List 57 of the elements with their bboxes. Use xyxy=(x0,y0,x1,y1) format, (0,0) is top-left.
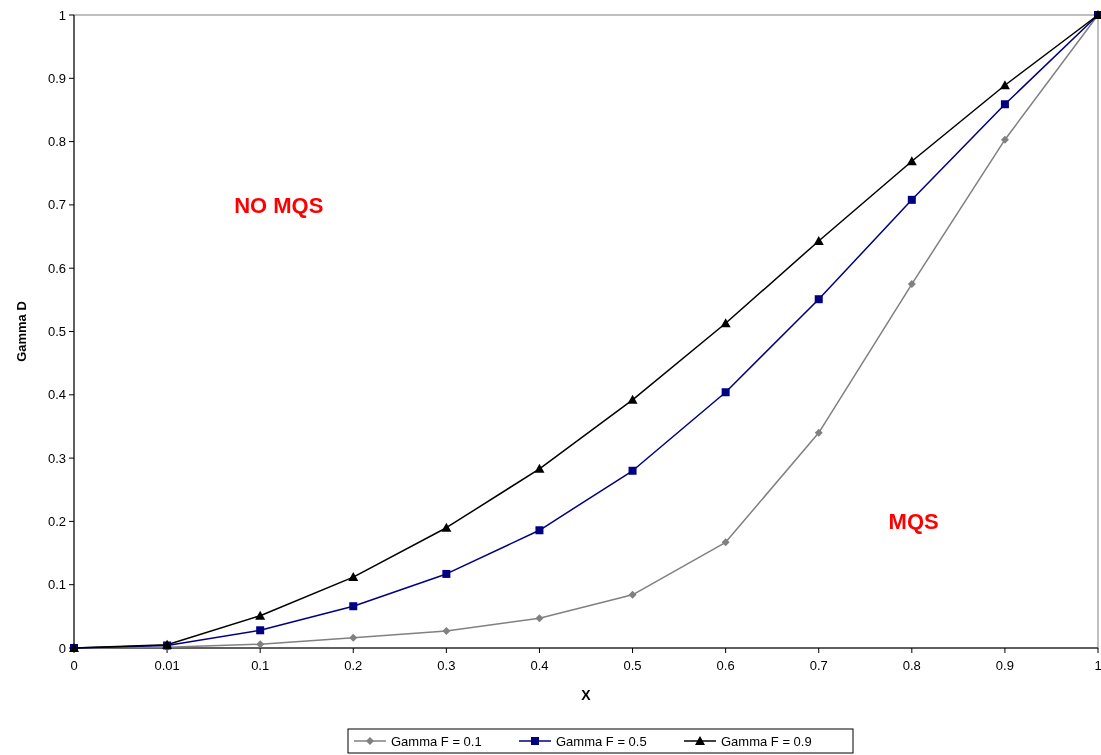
y-tick-label: 0.5 xyxy=(47,324,66,340)
x-tick-label: 1 xyxy=(1094,658,1101,673)
point xyxy=(721,538,730,547)
annotation: NO MQS xyxy=(234,192,324,218)
x-tick-label: 0.01 xyxy=(154,658,180,673)
point xyxy=(256,640,265,649)
y-axis-title: Gamma D xyxy=(14,301,29,362)
annotation: MQS xyxy=(888,509,939,535)
point xyxy=(814,428,823,437)
point xyxy=(255,610,266,620)
x-tick-label: 0.6 xyxy=(716,658,735,673)
x-tick-label: 0.8 xyxy=(902,658,921,673)
legend-label: Gamma F = 0.5 xyxy=(556,733,647,749)
point xyxy=(534,463,545,473)
point xyxy=(907,280,916,289)
y-tick-label: 0.4 xyxy=(47,387,66,403)
x-tick-label: 0.4 xyxy=(530,658,549,673)
point xyxy=(906,156,917,166)
legend-label: Gamma F = 0.9 xyxy=(721,733,812,749)
point xyxy=(628,590,637,599)
point xyxy=(813,235,824,245)
point xyxy=(720,318,731,328)
x-tick-label: 0.3 xyxy=(437,658,456,673)
point xyxy=(999,80,1010,90)
x-tick-label: 0.1 xyxy=(251,658,270,673)
x-tick-label: 0.9 xyxy=(995,658,1014,673)
x-tick-label: 0.7 xyxy=(809,658,828,673)
point xyxy=(628,466,637,475)
point xyxy=(1000,135,1009,144)
point xyxy=(256,626,265,635)
y-tick-label: 0.9 xyxy=(47,70,66,86)
point xyxy=(535,526,544,535)
x-tick-label: 0 xyxy=(70,658,78,673)
y-tick-label: 0.3 xyxy=(47,450,66,466)
point xyxy=(441,522,452,532)
point xyxy=(1000,100,1009,109)
point xyxy=(349,633,358,642)
point xyxy=(627,394,638,404)
point xyxy=(349,602,358,611)
point xyxy=(721,388,730,397)
y-tick-label: 0.8 xyxy=(47,134,66,150)
x-tick-label: 0.5 xyxy=(623,658,642,673)
x-tick-label: 0.2 xyxy=(344,658,363,673)
point xyxy=(907,195,916,204)
x-axis-title: X xyxy=(581,687,592,703)
y-tick-label: 0.1 xyxy=(47,577,66,593)
y-tick-label: 1 xyxy=(58,7,66,23)
y-tick-label: 0.7 xyxy=(47,197,66,213)
y-tick-label: 0.6 xyxy=(47,260,66,276)
point xyxy=(442,626,451,635)
legend-label: Gamma F = 0.1 xyxy=(391,733,482,749)
y-tick-label: 0.2 xyxy=(47,513,66,529)
y-tick-label: 0 xyxy=(58,640,66,656)
point xyxy=(814,295,823,304)
point xyxy=(442,569,451,578)
point xyxy=(535,614,544,623)
point xyxy=(348,572,359,582)
